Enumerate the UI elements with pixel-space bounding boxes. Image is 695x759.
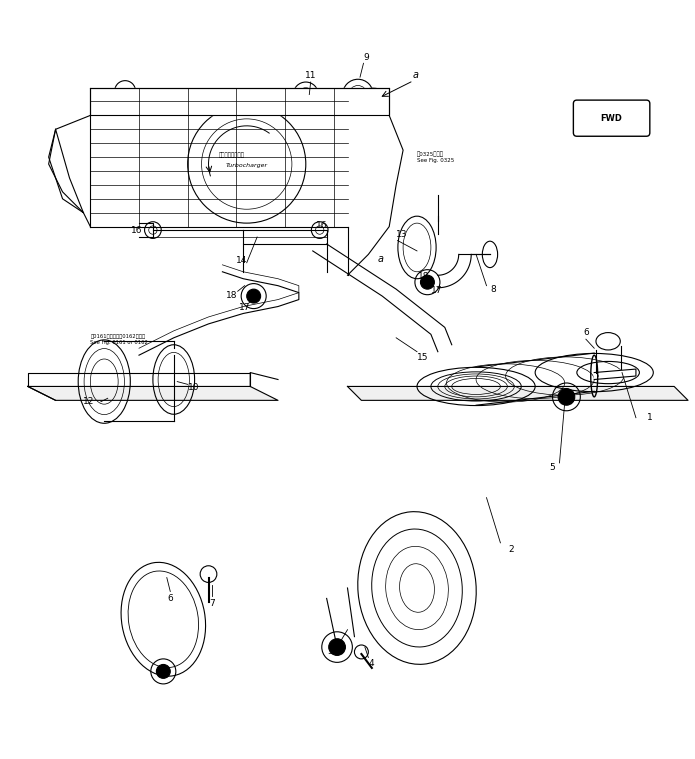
Text: 16: 16: [316, 221, 327, 230]
FancyBboxPatch shape: [573, 100, 650, 137]
Text: 5: 5: [550, 463, 555, 472]
Polygon shape: [348, 386, 688, 400]
Text: 1: 1: [647, 413, 653, 422]
Text: 前0161図または前0162図参照
See Fig. 0161 or 0162: 前0161図または前0162図参照 See Fig. 0161 or 0162: [90, 334, 148, 345]
Text: 12: 12: [83, 397, 95, 406]
Polygon shape: [28, 386, 278, 400]
Text: Turbocharger: Turbocharger: [226, 163, 268, 168]
Circle shape: [156, 664, 170, 679]
Text: FWD: FWD: [600, 114, 623, 123]
Circle shape: [247, 289, 261, 303]
Text: 4: 4: [369, 659, 375, 668]
Circle shape: [420, 276, 434, 289]
Text: 17: 17: [431, 286, 442, 295]
Text: 3: 3: [327, 647, 333, 657]
Text: 11: 11: [305, 71, 316, 80]
Circle shape: [558, 389, 575, 405]
Text: 7: 7: [209, 599, 215, 608]
Text: 6: 6: [583, 328, 589, 337]
Text: 9: 9: [363, 53, 369, 62]
Text: 10: 10: [188, 383, 199, 392]
Text: 17: 17: [239, 303, 250, 312]
Text: 14: 14: [236, 256, 247, 265]
Text: 15: 15: [417, 353, 428, 362]
Text: a: a: [378, 254, 384, 264]
Polygon shape: [594, 369, 636, 380]
Text: 13: 13: [396, 231, 407, 239]
Text: 2: 2: [508, 545, 514, 554]
Text: 8: 8: [491, 285, 496, 294]
Circle shape: [329, 639, 345, 656]
Text: a: a: [413, 70, 418, 80]
Text: 6: 6: [167, 594, 173, 603]
Text: 18: 18: [418, 272, 430, 281]
Text: ターボチャージャ: ターボチャージャ: [218, 153, 245, 158]
Polygon shape: [90, 87, 389, 115]
Text: 16: 16: [131, 225, 142, 235]
Text: 前0325図参照
See Fig. 0325: 前0325図参照 See Fig. 0325: [417, 151, 455, 162]
Text: 18: 18: [227, 291, 238, 300]
